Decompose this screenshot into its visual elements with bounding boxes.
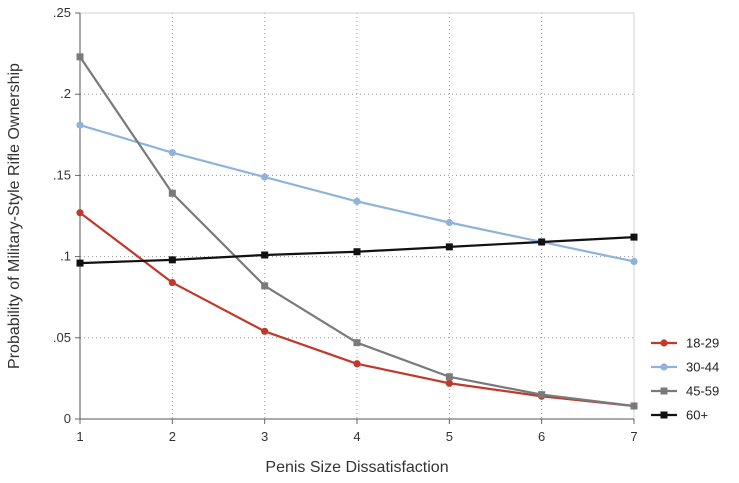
point-18-29 bbox=[445, 379, 453, 387]
legend-label-30-44: 30-44 bbox=[686, 360, 719, 375]
point-45-59 bbox=[630, 402, 638, 410]
point-30-44 bbox=[445, 218, 453, 227]
legend-label-45-59: 45-59 bbox=[686, 384, 719, 399]
point-60- bbox=[445, 243, 453, 251]
gridlines bbox=[79, 12, 635, 420]
point-45-59 bbox=[538, 391, 546, 399]
point-60- bbox=[630, 233, 638, 241]
point-30-44 bbox=[630, 257, 638, 266]
legend-marker-45-59 bbox=[660, 387, 668, 395]
x-tick-label: 2 bbox=[169, 429, 176, 444]
x-tick-label: 6 bbox=[538, 429, 545, 444]
legend-label-18-29: 18-29 bbox=[686, 336, 719, 351]
legend: 18-29 30-44 45-59 60+ bbox=[651, 336, 719, 423]
series-lines bbox=[76, 53, 638, 410]
point-18-29 bbox=[76, 209, 84, 217]
point-30-44 bbox=[353, 197, 361, 205]
y-tick-label: 0 bbox=[64, 411, 71, 426]
point-60- bbox=[353, 248, 361, 256]
x-axis-title: Penis Size Dissatisfaction bbox=[265, 459, 448, 476]
point-60- bbox=[538, 238, 546, 246]
point-45-59 bbox=[353, 339, 361, 347]
y-tick-label: .1 bbox=[60, 249, 71, 264]
x-tick-label: 3 bbox=[261, 429, 268, 444]
point-18-29 bbox=[261, 327, 269, 335]
point-30-44 bbox=[76, 121, 84, 129]
legend-marker-30-44 bbox=[660, 363, 668, 371]
x-tick-label: 5 bbox=[446, 429, 453, 444]
point-45-59 bbox=[168, 189, 176, 197]
tick-labels: 0 .05 .1 .15 .2 .25 1 2 3 4 5 6 7 bbox=[53, 5, 638, 444]
x-tick-label: 7 bbox=[630, 429, 637, 444]
point-30-44 bbox=[261, 173, 269, 181]
y-axis-title: Probability of Military-Style Rifle Owne… bbox=[6, 63, 23, 369]
y-tick-label: .05 bbox=[53, 330, 71, 345]
point-18-29 bbox=[168, 278, 176, 287]
point-18-29 bbox=[353, 360, 361, 368]
point-60- bbox=[76, 259, 84, 267]
x-tick-label: 4 bbox=[353, 429, 360, 444]
y-tick-label: .15 bbox=[53, 167, 71, 182]
legend-label-60-: 60+ bbox=[686, 408, 708, 423]
point-45-59 bbox=[445, 373, 453, 381]
point-45-59 bbox=[261, 282, 269, 290]
x-tick-label: 1 bbox=[76, 429, 83, 444]
y-tick-label: .25 bbox=[53, 5, 71, 20]
legend-marker-18-29 bbox=[660, 339, 668, 347]
legend-marker-60- bbox=[660, 411, 668, 419]
point-45-59 bbox=[76, 53, 84, 61]
point-60- bbox=[261, 251, 269, 259]
y-tick-label: .2 bbox=[60, 86, 71, 101]
point-30-44 bbox=[168, 149, 176, 157]
point-60- bbox=[168, 256, 176, 264]
